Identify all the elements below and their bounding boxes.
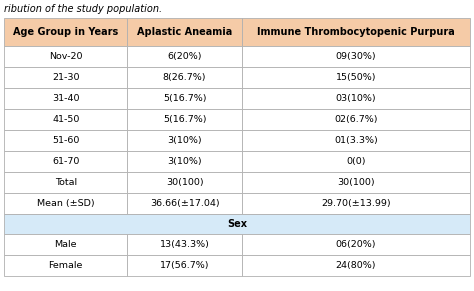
Bar <box>128 234 242 255</box>
Text: 8(26.7%): 8(26.7%) <box>163 73 206 82</box>
Bar <box>242 130 470 151</box>
Bar <box>242 46 470 67</box>
Bar <box>4 172 128 193</box>
Bar <box>4 151 128 172</box>
Bar <box>128 88 242 109</box>
Bar <box>128 67 242 88</box>
Bar <box>242 172 470 193</box>
Bar <box>242 109 470 130</box>
Bar <box>4 18 128 46</box>
Text: 0(0): 0(0) <box>346 157 365 166</box>
Bar <box>4 67 128 88</box>
Text: 06(20%): 06(20%) <box>336 240 376 249</box>
Text: 17(56.7%): 17(56.7%) <box>160 261 210 270</box>
Bar <box>4 234 128 255</box>
Bar <box>4 46 128 67</box>
Bar <box>242 193 470 214</box>
Text: Male: Male <box>55 240 77 249</box>
Text: Total: Total <box>55 178 77 187</box>
Text: 41-50: 41-50 <box>52 115 80 124</box>
Text: Age Group in Years: Age Group in Years <box>13 27 118 37</box>
Bar <box>4 88 128 109</box>
Bar <box>242 151 470 172</box>
Bar <box>128 255 242 276</box>
Bar <box>128 172 242 193</box>
Text: 3(10%): 3(10%) <box>167 136 202 145</box>
Text: 01(3.3%): 01(3.3%) <box>334 136 378 145</box>
Text: 09(30%): 09(30%) <box>336 52 376 61</box>
Text: 30(100): 30(100) <box>337 178 374 187</box>
Text: Nov-20: Nov-20 <box>49 52 82 61</box>
Text: 6(20%): 6(20%) <box>167 52 202 61</box>
Bar <box>4 130 128 151</box>
Text: 61-70: 61-70 <box>52 157 80 166</box>
Bar <box>242 18 470 46</box>
Bar <box>4 193 128 214</box>
Bar <box>128 193 242 214</box>
Text: Mean (±SD): Mean (±SD) <box>37 199 94 208</box>
Bar <box>4 214 470 234</box>
Text: Aplastic Aneamia: Aplastic Aneamia <box>137 27 232 37</box>
Text: 03(10%): 03(10%) <box>336 94 376 103</box>
Bar <box>128 46 242 67</box>
Text: 30(100): 30(100) <box>166 178 203 187</box>
Text: ribution of the study population.: ribution of the study population. <box>4 4 162 14</box>
Text: 5(16.7%): 5(16.7%) <box>163 94 206 103</box>
Bar <box>242 234 470 255</box>
Bar <box>242 255 470 276</box>
Bar <box>128 18 242 46</box>
Text: 31-40: 31-40 <box>52 94 80 103</box>
Bar <box>128 151 242 172</box>
Bar <box>242 67 470 88</box>
Text: 21-30: 21-30 <box>52 73 80 82</box>
Bar <box>4 255 128 276</box>
Text: Immune Thrombocytopenic Purpura: Immune Thrombocytopenic Purpura <box>257 27 455 37</box>
Bar <box>128 130 242 151</box>
Text: 36.66(±17.04): 36.66(±17.04) <box>150 199 219 208</box>
Text: 02(6.7%): 02(6.7%) <box>334 115 378 124</box>
Text: 29.70(±13.99): 29.70(±13.99) <box>321 199 391 208</box>
Text: Female: Female <box>48 261 83 270</box>
Text: 51-60: 51-60 <box>52 136 80 145</box>
Text: 13(43.3%): 13(43.3%) <box>160 240 210 249</box>
Text: 5(16.7%): 5(16.7%) <box>163 115 206 124</box>
Bar <box>4 109 128 130</box>
Text: Sex: Sex <box>227 219 247 229</box>
Text: 3(10%): 3(10%) <box>167 157 202 166</box>
Bar <box>128 109 242 130</box>
Text: 24(80%): 24(80%) <box>336 261 376 270</box>
Text: 15(50%): 15(50%) <box>336 73 376 82</box>
Bar <box>242 88 470 109</box>
